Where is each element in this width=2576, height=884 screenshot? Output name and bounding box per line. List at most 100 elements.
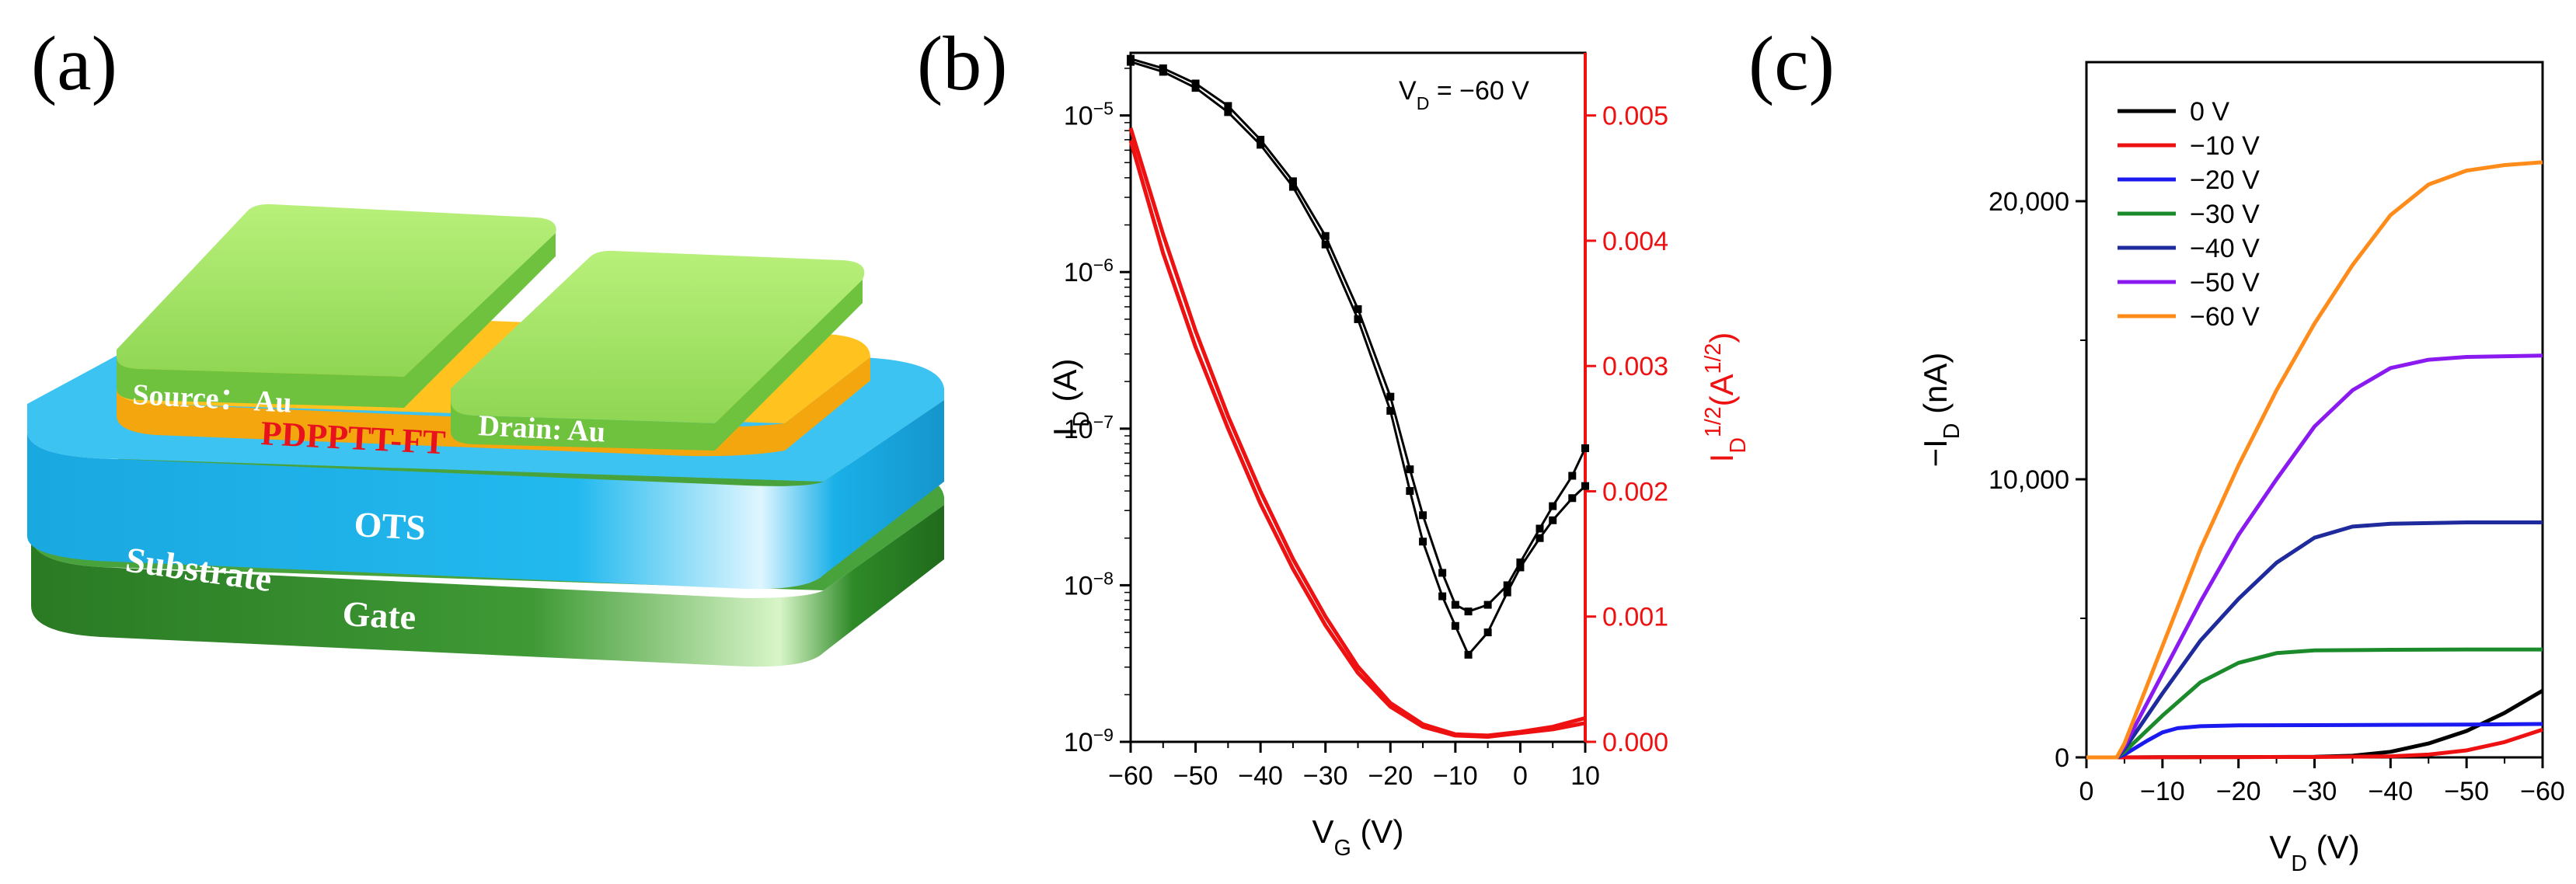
series-point-b-1 <box>1483 600 1492 609</box>
y-left-tick-label-b: 10−6 <box>1064 255 1114 287</box>
series-point-b-0 <box>1406 487 1414 496</box>
x-tick-label-b: −30 <box>1303 761 1348 791</box>
x-tick-label-c: −10 <box>2140 777 2185 806</box>
panel-c: (c) 0 −10 −20 −30 −40 −50 −60 0 10,000 20,000 VD (… <box>1748 20 2565 876</box>
series-point-b-0 <box>1568 494 1577 503</box>
panel-label-b: (b) <box>917 20 1008 106</box>
chart-transfer: −60 −50 −40 −30 −20 −10 0 10 10−9 10−8 10−7 10−6 10−… <box>1047 51 1751 861</box>
series-point-b-0 <box>1483 628 1492 637</box>
series-point-b-1 <box>1386 392 1395 401</box>
drain-electrode-side <box>451 280 863 451</box>
gate-layer-side <box>31 505 944 667</box>
source-electrode-top <box>117 204 556 377</box>
series-point-b-0 <box>1354 315 1362 323</box>
y-right-tick-label-b: 0.002 <box>1602 477 1668 506</box>
x-tick-label-c: −60 <box>2520 777 2565 806</box>
dielectric-label: OTS <box>353 504 427 548</box>
x-tick-label-b: −20 <box>1368 761 1413 791</box>
series-point-b-1 <box>1516 558 1525 566</box>
y-right-tick-label-b: 0.004 <box>1602 227 1668 256</box>
x-tick-label-b: −10 <box>1433 761 1478 791</box>
y-left-tick-label-b: 10−7 <box>1064 412 1114 444</box>
panel-label-a: (a) <box>31 20 117 106</box>
source-electrode-side <box>117 233 556 408</box>
series-point-b-1 <box>1438 569 1447 577</box>
y-left-tick-label-b: 10−8 <box>1064 568 1114 600</box>
device-schematic: Source： Au Drain: Au PDPPTT-FT OTS Subst… <box>27 204 944 667</box>
series-point-b-1 <box>1354 305 1362 313</box>
legend-label-c-1: −10 V <box>2190 131 2260 161</box>
series-point-b-1 <box>1191 79 1200 88</box>
series-point-b-0 <box>1419 538 1427 546</box>
y-right-tick-label-b: 0.000 <box>1602 728 1668 757</box>
series-point-b-1 <box>1406 465 1414 474</box>
legend-label-c-3: −30 V <box>2190 200 2260 229</box>
gate-label: Gate <box>341 593 417 637</box>
series-point-b-0 <box>1438 592 1447 600</box>
series-line-c-1 <box>2086 727 2543 760</box>
series-point-b-0 <box>1321 240 1330 249</box>
legend-label-c-0: 0 V <box>2190 97 2229 127</box>
plot-frame-b <box>1129 51 1587 743</box>
x-tick-label-c: −50 <box>2444 777 2489 806</box>
series-point-b-0 <box>1451 621 1459 630</box>
legend-label-c-5: −50 V <box>2190 268 2260 298</box>
series-point-b-0 <box>1549 516 1557 524</box>
series-point-b-1 <box>1535 524 1544 533</box>
series-point-b-0 <box>1288 183 1297 191</box>
panel-a: (a) Source： Au Drain: Au PDPPTT-FT OTS S… <box>27 20 944 667</box>
x-tick-label-c: −30 <box>2292 777 2337 806</box>
x-tick-label-c: 0 <box>2079 777 2094 806</box>
y-right-tick-label-b: 0.001 <box>1602 603 1668 632</box>
plot-frame-c <box>2085 61 2544 759</box>
y-right-tick-label-b: 0.003 <box>1602 352 1668 381</box>
series-point-b-1 <box>1549 502 1557 510</box>
legend-label-c-4: −40 V <box>2190 234 2260 263</box>
series-point-b-1 <box>1451 600 1459 609</box>
series-point-b-1 <box>1321 231 1330 240</box>
series-line-c-6 <box>2086 160 2543 760</box>
series-point-b-1 <box>1568 472 1577 480</box>
x-tick-label-b: −50 <box>1173 761 1218 791</box>
series-point-b-1 <box>1581 444 1589 453</box>
series-point-b-1 <box>1159 64 1167 72</box>
y-left-tick-label-b: 10−5 <box>1064 99 1114 131</box>
x-tick-label-b: −60 <box>1108 761 1153 791</box>
x-axis-label-c: VD (V) <box>2269 829 2359 876</box>
ots-layer-side <box>27 400 944 590</box>
panel-b: (b) −60 −50 −40 −30 −20 −10 0 10 10−9 10−8 10−7 10−… <box>917 20 1751 861</box>
y-right-tick-label-b: 0.005 <box>1602 102 1668 131</box>
series-point-b-1 <box>1224 102 1232 110</box>
series-point-b-0 <box>1516 563 1525 572</box>
series-point-b-0 <box>1224 108 1232 117</box>
y-tick-label-c: 10,000 <box>1989 465 2069 495</box>
series-line-b-2 <box>1128 140 1586 739</box>
series-point-b-0 <box>1535 534 1544 542</box>
legend-label-c-2: −20 V <box>2190 165 2260 195</box>
x-tick-label-b: −40 <box>1238 761 1283 791</box>
series-point-b-1 <box>1288 177 1297 186</box>
bias-annotation-b: VD = −60 V <box>1399 76 1529 113</box>
series-point-b-1 <box>1127 54 1135 63</box>
x-axis-label-b: VG (V) <box>1312 813 1404 861</box>
x-tick-label-b: 10 <box>1570 761 1600 791</box>
series-point-b-0 <box>1191 84 1200 92</box>
drain-electrode-top <box>451 250 865 423</box>
legend-label-c-6: −60 V <box>2190 302 2260 332</box>
panel-label-c: (c) <box>1748 20 1835 106</box>
series-point-b-1 <box>1257 135 1265 144</box>
y-right-axis-label-b: ID1/2(A1/2) <box>1701 332 1751 463</box>
series-point-b-0 <box>1386 406 1395 415</box>
drain-label: Drain: Au <box>478 409 607 449</box>
series-line-c-5 <box>2086 353 2543 760</box>
y-axis-label-c: −ID (nA) <box>1917 353 1964 468</box>
x-tick-label-c: −40 <box>2368 777 2413 806</box>
x-tick-label-b: 0 <box>1513 761 1528 791</box>
x-tick-label-c: −20 <box>2216 777 2261 806</box>
series-point-b-1 <box>1419 511 1427 520</box>
series-point-b-0 <box>1257 141 1265 149</box>
y-left-tick-label-b: 10−9 <box>1064 725 1114 757</box>
y-tick-label-c: 20,000 <box>1989 187 2069 217</box>
series-point-b-0 <box>1464 650 1473 659</box>
